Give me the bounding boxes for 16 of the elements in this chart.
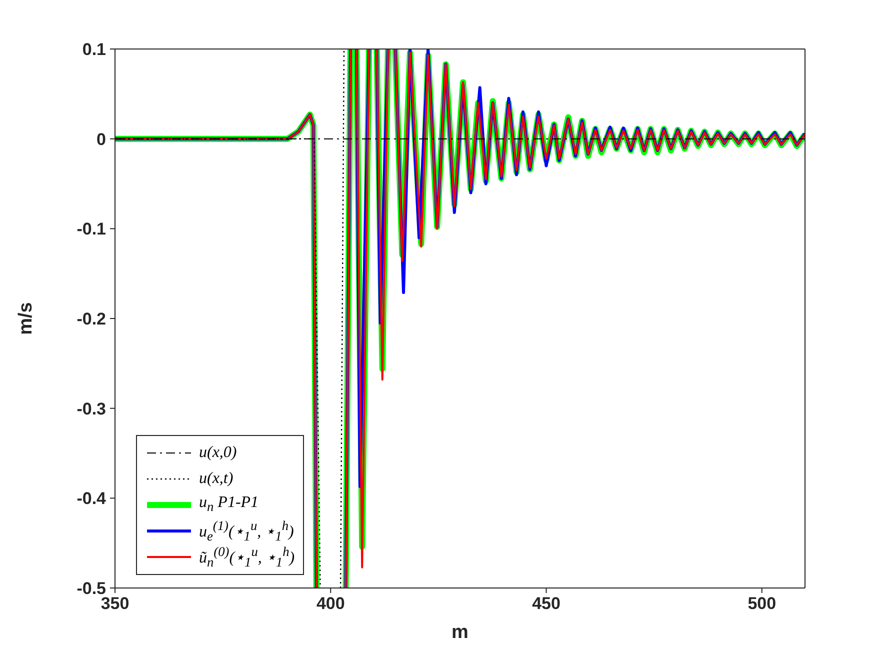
y-axis-title: m/s	[16, 302, 37, 335]
text: u$_{e}$$^{(1)}$(⋆$_{1}$$^{u}$, ⋆$_{1}$$^{h}$)	[199, 518, 294, 544]
x-tick-label: 400	[316, 594, 345, 614]
x-tick-label: 500	[748, 594, 776, 614]
y-tick-label: -0.2	[76, 310, 106, 329]
legend-label: u(x,0)	[199, 444, 237, 462]
text: ũ$_{n}$$^{(0)}$(⋆$_{1}$$^{u}$, ⋆$_{1}$$^{h}$)	[199, 544, 295, 570]
y-tick-label: 0	[96, 130, 106, 149]
legend-label: u(x,t)	[199, 470, 234, 488]
y-tick-label: 0.1	[82, 40, 106, 60]
y-tick-label: -0.3	[76, 399, 106, 418]
y-tick-label: -0.4	[76, 489, 107, 508]
legend-label: u$_{n}$ P1-P1	[199, 494, 259, 516]
y-tick-label: -0.1	[76, 220, 106, 239]
x-tick-label: 450	[532, 594, 560, 614]
x-axis-title: m	[452, 622, 468, 643]
